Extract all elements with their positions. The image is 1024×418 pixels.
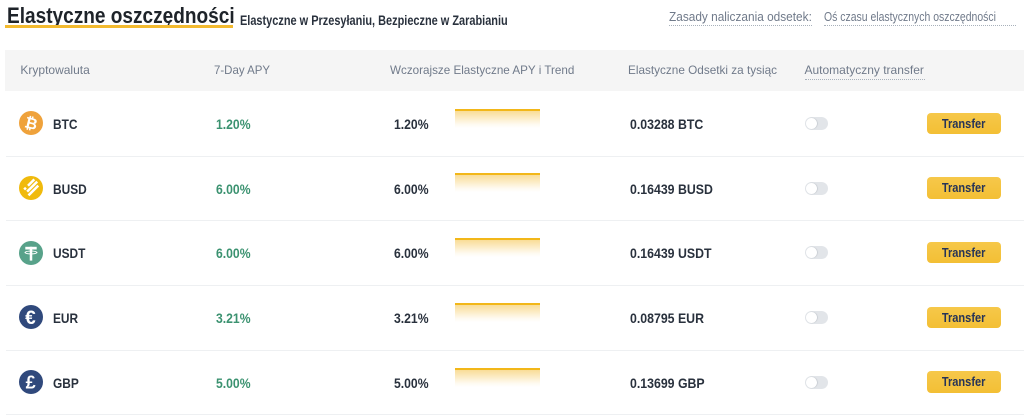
svg-text:₿: ₿ bbox=[23, 115, 39, 135]
svg-text:€: € bbox=[25, 308, 36, 329]
svg-text:£: £ bbox=[26, 373, 36, 393]
